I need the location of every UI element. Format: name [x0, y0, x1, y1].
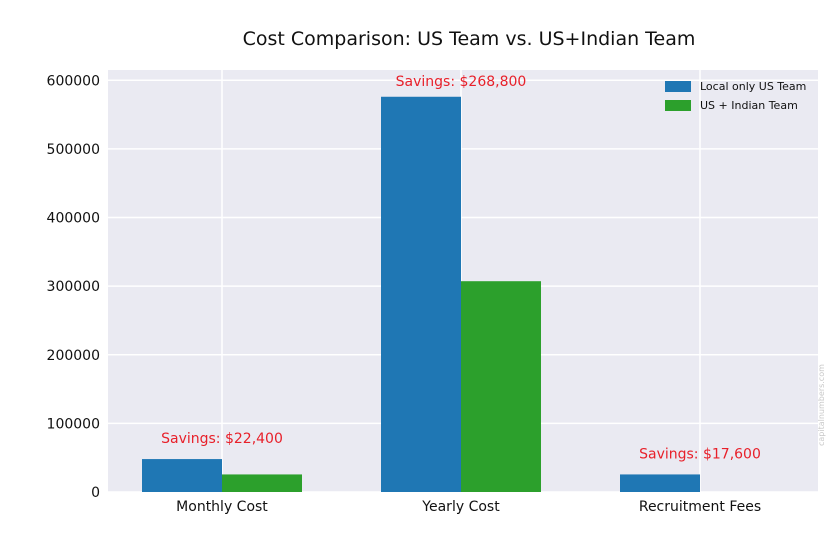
y-tick-label: 200000: [47, 348, 100, 364]
y-tick-label: 600000: [47, 73, 100, 89]
bar-us-team: [620, 474, 700, 492]
bar-us-team: [381, 96, 461, 492]
legend-swatch: [665, 81, 691, 92]
legend-swatch: [665, 100, 691, 111]
savings-annotation: Savings: $22,400: [161, 431, 283, 447]
y-tick-label: 0: [91, 485, 100, 501]
watermark: capitalnumbers.com: [817, 364, 826, 446]
y-tick-label: 500000: [47, 142, 100, 158]
savings-annotation: Savings: $17,600: [639, 446, 761, 462]
y-tick-label: 100000: [47, 416, 100, 432]
x-tick-label: Monthly Cost: [176, 499, 268, 515]
x-tick-label: Recruitment Fees: [639, 499, 761, 515]
x-tick-label: Yearly Cost: [421, 499, 500, 515]
bar-us-team: [142, 459, 222, 492]
savings-annotation: Savings: $268,800: [396, 74, 527, 90]
y-tick-label: 400000: [47, 211, 100, 227]
chart-title: Cost Comparison: US Team vs. US+Indian T…: [243, 28, 696, 50]
legend-label: Local only US Team: [700, 80, 806, 93]
bar-us-indian-team: [222, 474, 302, 492]
y-tick-label: 300000: [47, 279, 100, 295]
legend-label: US + Indian Team: [700, 99, 798, 112]
bar-us-indian-team: [461, 281, 541, 492]
